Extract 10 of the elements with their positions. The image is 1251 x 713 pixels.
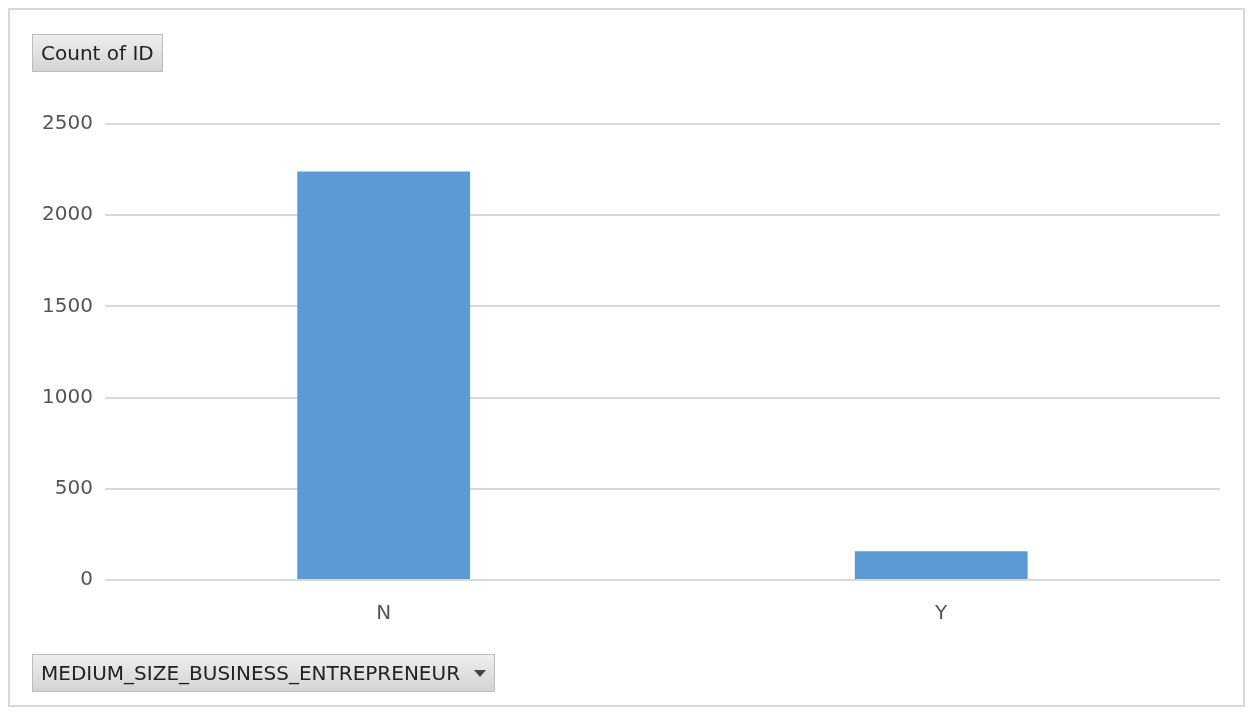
y-tick-label: 1500 (41, 292, 93, 317)
x-axis-title: MEDIUM_SIZE_BUSINESS_ENTREPRENEUR (41, 661, 461, 685)
x-tick-label: Y (934, 600, 949, 625)
x-tick-label: N (376, 600, 392, 625)
y-tick-label: 2500 (41, 110, 93, 135)
y-tick-label: 500 (54, 475, 93, 499)
y-tick-label: 2000 (41, 201, 93, 226)
y-axis-title: Count of ID (32, 34, 163, 72)
y-tick-label: 1000 (41, 383, 93, 408)
y-tick-label: 0 (80, 566, 93, 591)
